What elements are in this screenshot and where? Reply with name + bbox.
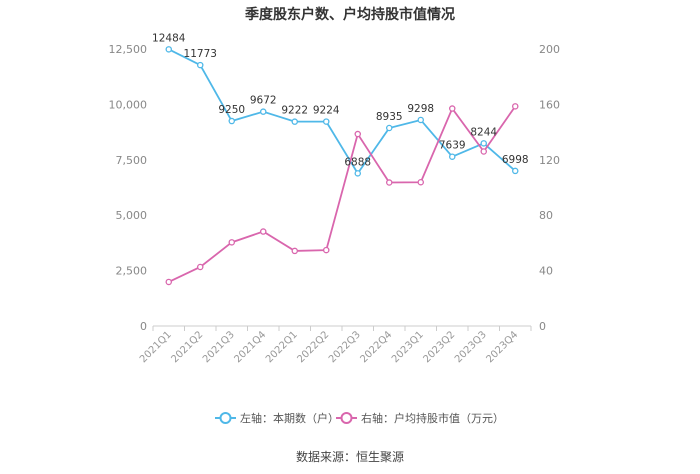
left-y-tick-label: 5,000 (116, 209, 148, 222)
x-tick-label: 2021Q3 (201, 329, 237, 365)
right-y-tick-label: 120 (539, 154, 560, 167)
legend-right-marker-icon (340, 412, 353, 424)
data-label: 9224 (313, 105, 340, 117)
right-y-tick-label: 0 (539, 320, 546, 333)
series-layer (165, 46, 519, 286)
data-label: 9250 (218, 104, 245, 116)
data-label: 7639 (439, 140, 466, 152)
x-tick-label: 2022Q1 (264, 329, 300, 365)
data-point-left[interactable] (196, 61, 204, 69)
data-label: 12484 (152, 32, 186, 44)
data-point-right[interactable] (165, 278, 172, 286)
data-point-left[interactable] (512, 167, 519, 175)
x-tick-label: 2023Q1 (390, 329, 426, 365)
x-tick-label: 2021Q2 (170, 329, 206, 365)
data-label: 8244 (470, 126, 497, 138)
data-point-left[interactable] (291, 118, 298, 125)
legend-item-right[interactable]: 右轴：户均持股市值（万元） (336, 411, 504, 425)
x-tick-label: 2021Q4 (233, 329, 269, 365)
data-point-left[interactable] (448, 153, 456, 160)
data-label: 11773 (184, 48, 217, 60)
left-y-tick-label: 12,500 (109, 43, 148, 56)
x-tick-label: 2022Q4 (359, 329, 395, 365)
right-y-tick-label: 160 (539, 98, 560, 111)
x-tick-label: 2022Q3 (327, 329, 363, 365)
data-point-left[interactable] (385, 124, 393, 132)
data-point-right[interactable] (480, 148, 487, 155)
data-point-right[interactable] (512, 103, 519, 110)
left-y-tick-label: 0 (140, 320, 147, 333)
legend-right-label: 右轴：户均持股市值（万元） (361, 411, 504, 425)
data-point-left[interactable] (259, 108, 267, 115)
data-point-right[interactable] (322, 246, 330, 254)
data-point-left[interactable] (480, 140, 487, 147)
x-tick-label: 2021Q1 (138, 329, 174, 365)
axes-layer: 2021Q12021Q22021Q32021Q42022Q12022Q22022… (109, 43, 561, 365)
x-tick-label: 2023Q3 (453, 329, 489, 365)
data-point-right[interactable] (196, 263, 204, 271)
left-y-tick-label: 2,500 (116, 265, 148, 278)
series-line-right (168, 105, 516, 283)
chart-title: 季度股东户数、户均持股市值情况 (244, 6, 455, 23)
data-label: 9222 (281, 105, 308, 117)
data-point-left[interactable] (417, 116, 424, 124)
data-label: 9298 (407, 103, 434, 115)
data-point-left[interactable] (322, 118, 330, 125)
data-point-left[interactable] (165, 46, 172, 53)
series-line-left (168, 48, 516, 176)
source-note: 数据来源：恒生聚源 (296, 449, 404, 464)
legend-left-label: 左轴：本期数（户） (240, 411, 339, 425)
data-label: 6998 (502, 154, 529, 166)
data-point-right[interactable] (417, 178, 424, 186)
x-tick-label: 2022Q2 (296, 329, 332, 365)
left-y-tick-label: 7,500 (116, 154, 148, 167)
x-tick-label: 2023Q4 (485, 329, 521, 365)
data-labels-layer: 12484 11773 9250 9672 9222 9224 6888 8935 9298 76… (152, 32, 529, 168)
right-y-tick-label: 200 (539, 43, 560, 56)
data-point-left[interactable] (354, 170, 361, 177)
data-point-left[interactable] (228, 117, 235, 125)
data-point-right[interactable] (228, 239, 235, 246)
right-y-tick-label: 40 (539, 265, 553, 278)
data-label: 8935 (376, 111, 403, 123)
x-tick-label: 2023Q2 (422, 329, 458, 365)
data-point-right[interactable] (385, 179, 393, 186)
legend-item-left[interactable]: 左轴：本期数（户） (215, 411, 339, 425)
right-y-tick-label: 80 (539, 209, 553, 222)
data-point-right[interactable] (354, 130, 361, 138)
data-point-right[interactable] (291, 247, 298, 255)
data-label: 9672 (250, 95, 277, 107)
left-y-tick-label: 10,000 (109, 98, 148, 111)
legend: 左轴：本期数（户） 右轴：户均持股市值（万元） (215, 411, 504, 425)
data-point-right[interactable] (259, 228, 267, 235)
data-point-right[interactable] (448, 105, 456, 112)
legend-left-marker-icon (219, 412, 232, 424)
data-label: 6888 (344, 156, 371, 168)
